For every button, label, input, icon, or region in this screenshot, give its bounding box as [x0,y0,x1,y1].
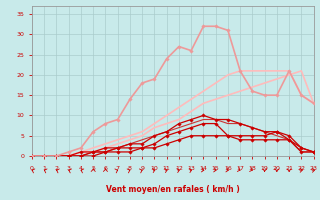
X-axis label: Vent moyen/en rafales ( km/h ): Vent moyen/en rafales ( km/h ) [106,185,240,194]
